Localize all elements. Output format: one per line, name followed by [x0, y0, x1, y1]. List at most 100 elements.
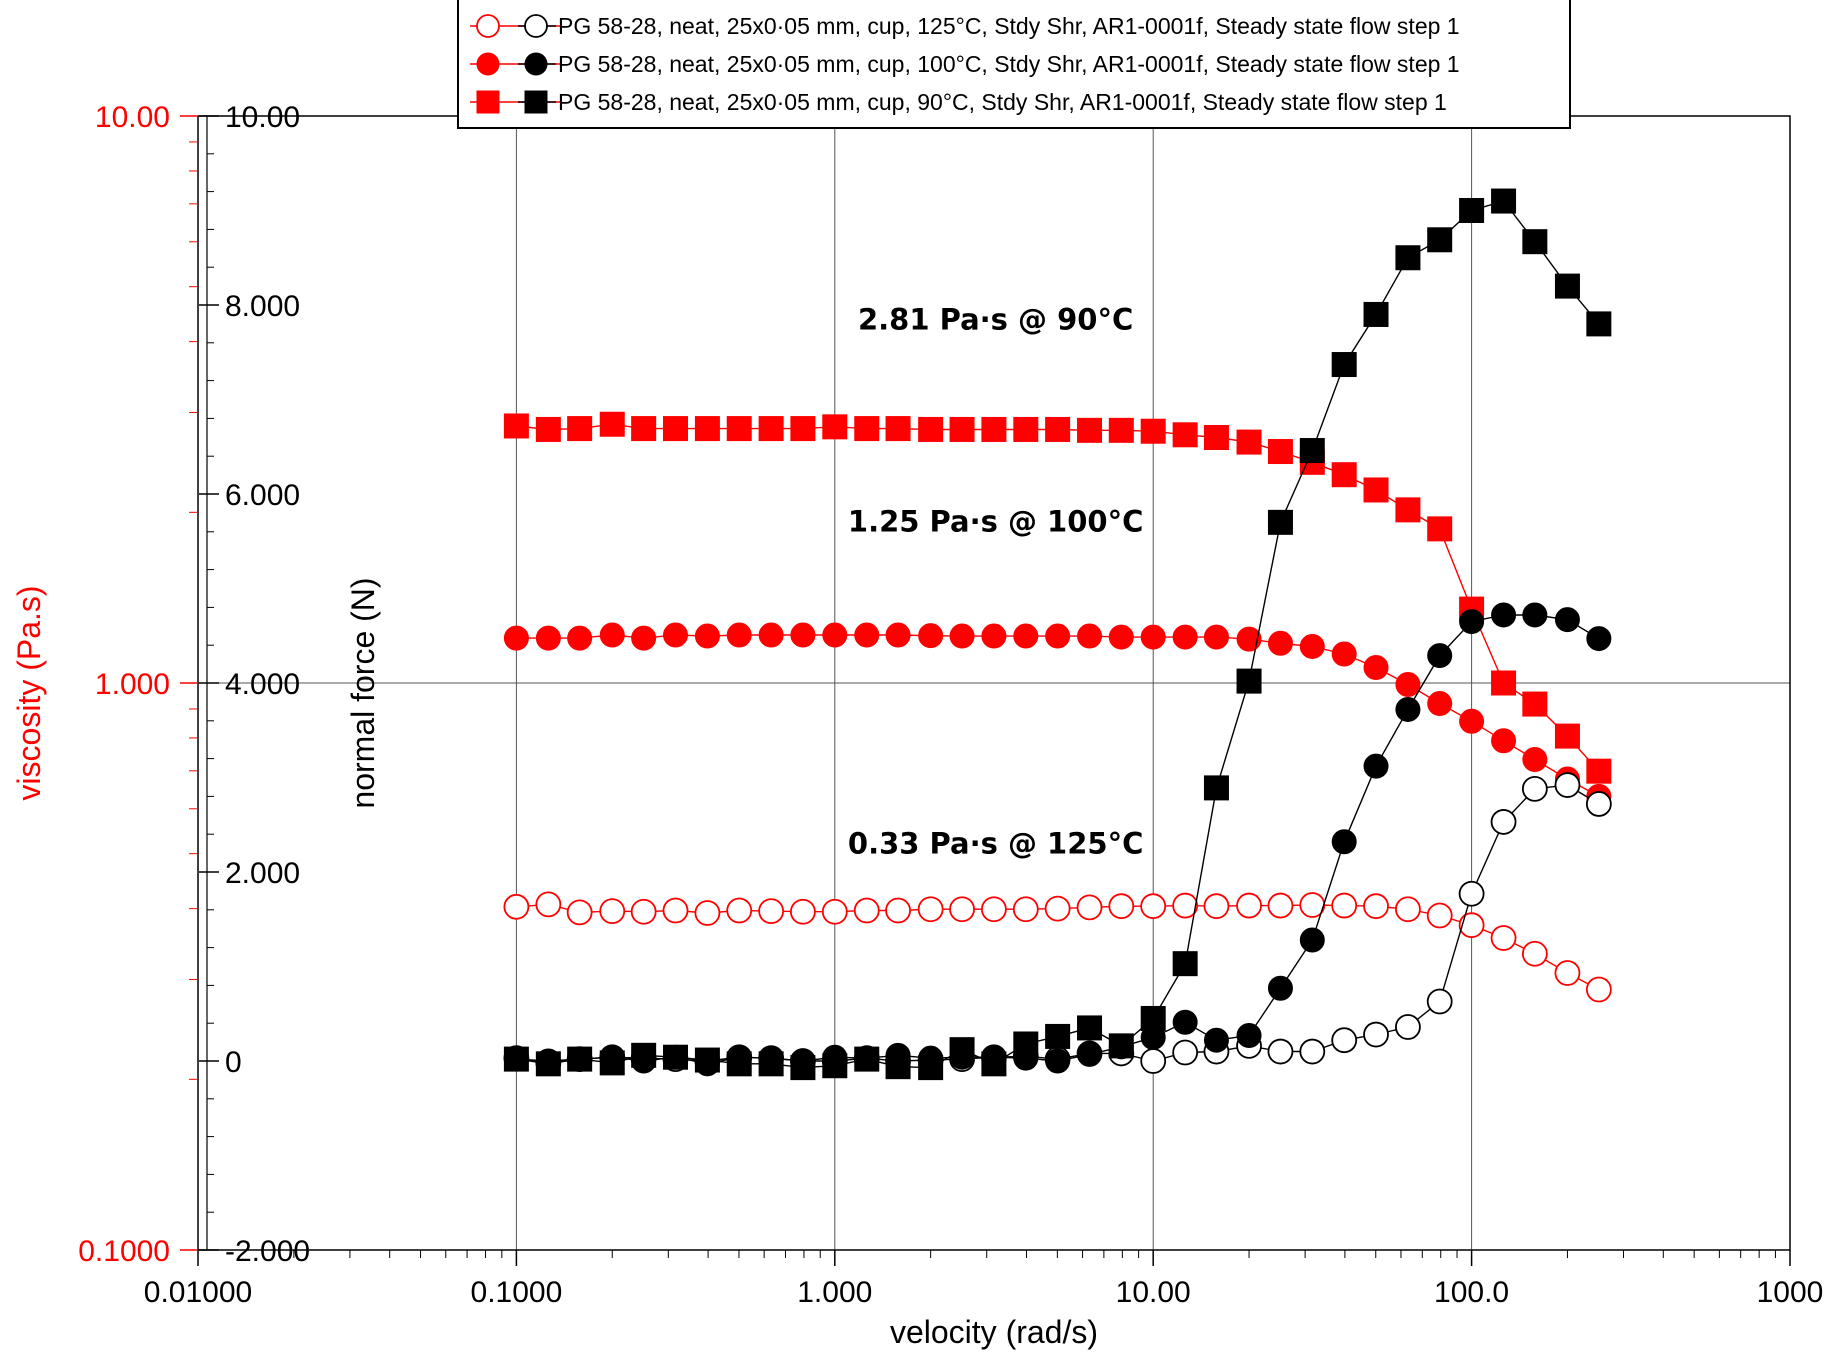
data-point: [1172, 1009, 1198, 1035]
legend-marker-normal-force: [524, 90, 548, 114]
data-point: [566, 899, 593, 926]
viscosity-tick-label: 1.000: [95, 668, 170, 701]
data-point: [1554, 723, 1580, 749]
data-point: [1586, 758, 1612, 784]
data-point: [790, 898, 816, 925]
data-point: [1203, 624, 1229, 650]
data-point: [662, 897, 689, 924]
data-point: [535, 625, 561, 651]
data-point: [1267, 975, 1293, 1001]
legend-label: PG 58-28, neat, 25x0·05 mm, cup, 100°C, …: [558, 51, 1460, 77]
data-point: [503, 413, 529, 439]
data-point: [949, 896, 975, 923]
data-point: [1076, 894, 1103, 921]
data-point: [981, 623, 1007, 649]
data-point: [1299, 1038, 1326, 1065]
data-point: [949, 1037, 975, 1063]
data-point: [1203, 425, 1229, 451]
legend-marker-viscosity: [476, 14, 500, 38]
data-point: [1172, 892, 1199, 919]
data-point: [949, 416, 975, 442]
data-point: [1172, 1039, 1199, 1066]
data-point: [1045, 623, 1071, 649]
data-point: [1427, 227, 1453, 253]
data-point: [1299, 633, 1325, 659]
data-point: [535, 416, 561, 442]
annotation-label: 0.33 Pa·s @ 125°C: [848, 827, 1143, 861]
data-point: [1586, 626, 1612, 652]
data-point: [1331, 829, 1357, 855]
data-point: [822, 1053, 848, 1079]
series-line: [516, 423, 1600, 772]
data-point: [631, 625, 657, 651]
data-point: [1267, 892, 1294, 919]
data-point: [535, 1051, 561, 1077]
data-point: [981, 416, 1007, 442]
legend-entry: PG 58-28, neat, 25x0·05 mm, cup, 90°C, S…: [470, 89, 1447, 115]
data-point: [1426, 902, 1453, 929]
data-point: [503, 625, 529, 651]
data-point: [949, 623, 975, 649]
normal-force-tick-label: 4.000: [225, 668, 300, 701]
data-point: [1458, 880, 1485, 907]
data-point: [1045, 1023, 1071, 1049]
legend-marker-viscosity: [476, 52, 500, 76]
data-point: [1490, 809, 1517, 835]
data-point: [853, 897, 880, 924]
data-point: [694, 900, 721, 926]
data-point: [1077, 417, 1103, 443]
x-tick-label: 1000: [1757, 1276, 1824, 1309]
data-point: [918, 1055, 944, 1081]
data-point: [1267, 509, 1293, 535]
data-point: [1140, 418, 1166, 444]
legend-entry: PG 58-28, neat, 25x0·05 mm, cup, 100°C, …: [470, 51, 1460, 77]
data-point: [790, 622, 816, 648]
legend-box: [457, 0, 1571, 129]
data-point: [1172, 422, 1198, 448]
data-point: [1427, 691, 1453, 717]
data-point: [726, 1051, 752, 1077]
legend-marker-viscosity: [476, 90, 500, 114]
data-point: [1395, 245, 1421, 271]
data-point: [758, 1051, 784, 1077]
viscosity-series-2: [503, 411, 1612, 784]
data-point: [1491, 728, 1517, 754]
grid-lines: [197, 116, 1791, 1250]
data-point: [1395, 497, 1421, 523]
normal-force-tick-label: -2.000: [225, 1235, 310, 1268]
data-point: [1267, 1038, 1294, 1065]
data-point: [918, 416, 944, 442]
data-point: [1236, 668, 1262, 694]
x-tick-label: 100.0: [1434, 1276, 1509, 1309]
right-y-axis-title: normal force (N): [345, 577, 381, 808]
data-point: [1522, 602, 1548, 628]
data-point: [1331, 462, 1357, 488]
data-point: [1363, 654, 1389, 680]
data-point: [1236, 626, 1262, 652]
data-point: [1585, 976, 1612, 1003]
data-point: [726, 897, 753, 924]
data-point: [918, 623, 944, 649]
data-point: [1077, 623, 1103, 649]
data-point: [503, 893, 530, 920]
axes: 0.01000 0.1000 1.000 10.00 100.0 1000 0.1000 1.…: [78, 101, 1823, 1309]
data-point: [981, 896, 1007, 923]
data-point: [631, 1042, 657, 1068]
data-point: [535, 891, 562, 918]
data-point: [1299, 438, 1325, 464]
data-point: [1331, 641, 1357, 667]
data-point: [1522, 229, 1548, 255]
data-point: [1363, 301, 1389, 327]
data-point: [663, 1044, 689, 1070]
data-point: [1108, 893, 1135, 920]
data-point: [758, 416, 784, 442]
data-point: [1521, 775, 1548, 802]
data-point: [1363, 1021, 1389, 1048]
data-point: [1427, 643, 1453, 669]
data-point: [885, 416, 911, 442]
data-point: [1045, 416, 1071, 442]
normal-force-tick-label: 10.00: [225, 101, 300, 134]
viscosity-series-0: [503, 891, 1612, 1003]
data-point: [1585, 791, 1612, 817]
data-point: [630, 898, 657, 925]
